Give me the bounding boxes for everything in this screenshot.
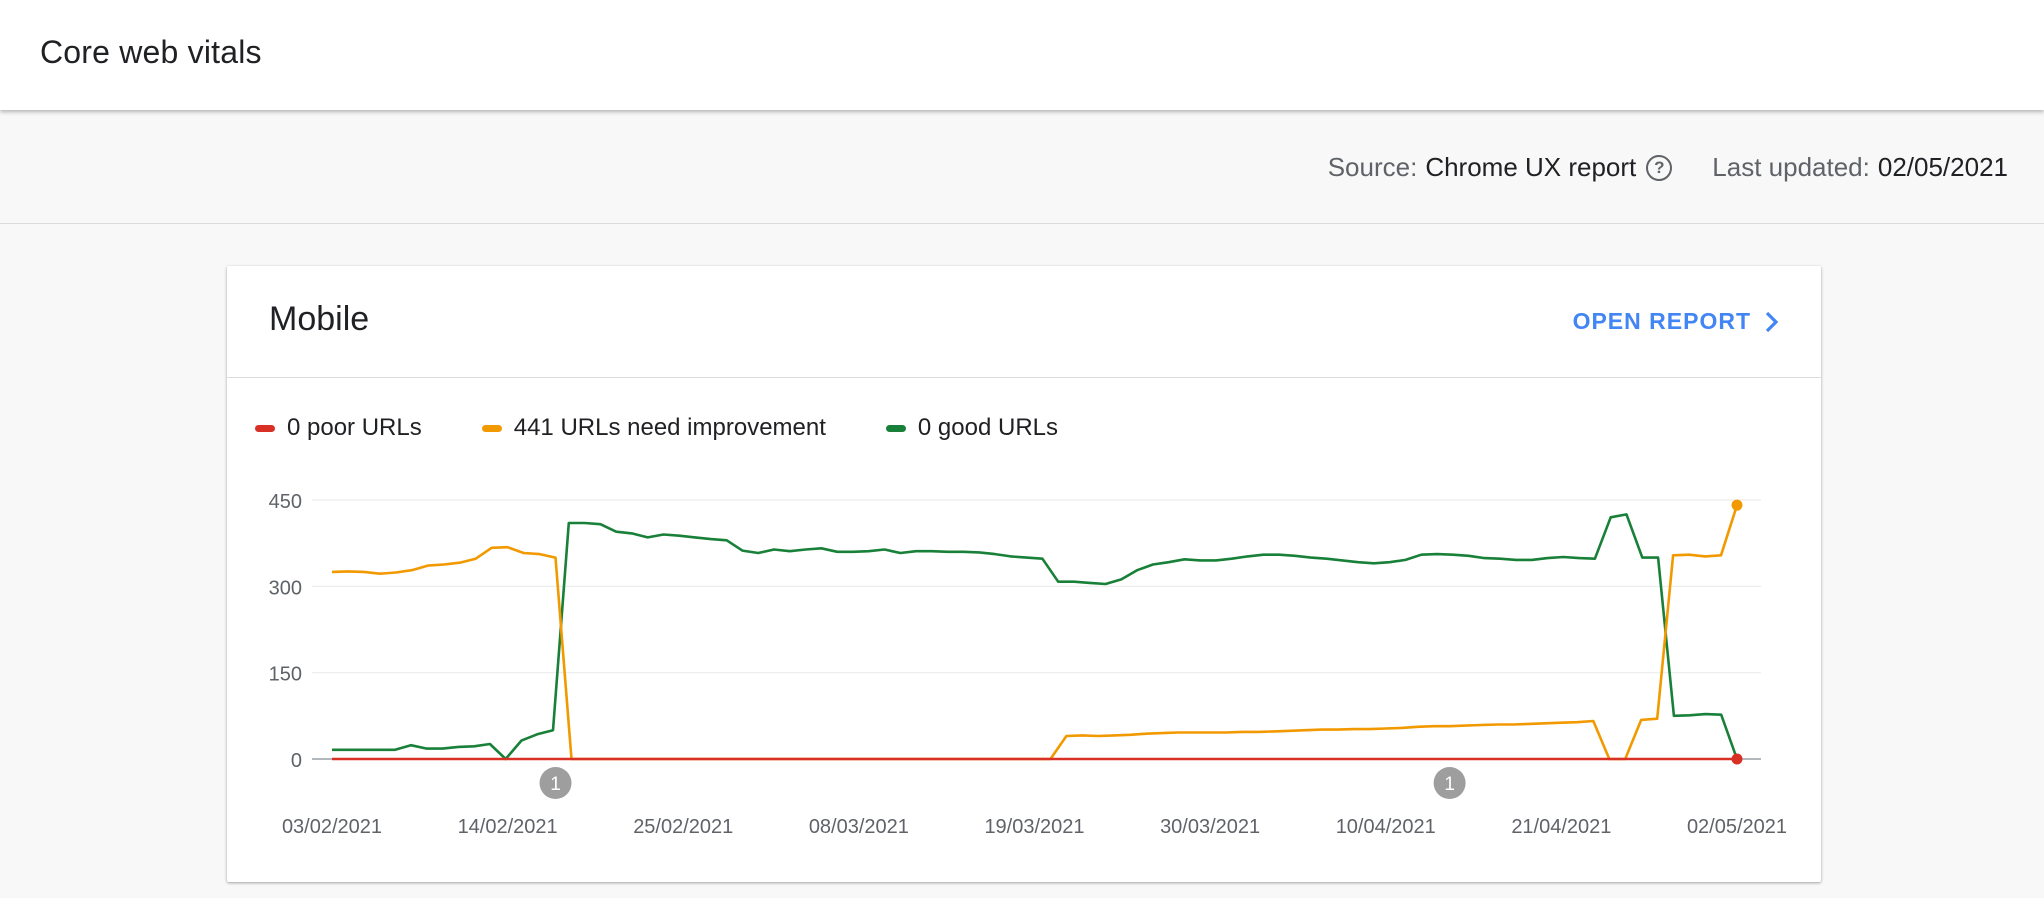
annotation-circle: [1433, 767, 1466, 799]
annotation-label: 1: [550, 774, 561, 795]
series-line-good: [332, 513, 1739, 761]
legend-swatch-poor: [255, 424, 275, 432]
x-tick-label: 08/03/2021: [809, 816, 909, 838]
legend-item-poor[interactable]: 0 poor URLs: [255, 414, 422, 442]
x-tick-label: 19/03/2021: [984, 816, 1084, 838]
x-tick-label: 30/03/2021: [1160, 816, 1260, 838]
source-label: Source:: [1327, 152, 1418, 182]
open-report-label: OPEN REPORT: [1572, 308, 1751, 334]
chevron-right-icon: [1765, 311, 1779, 332]
source-value: Chrome UX report: [1425, 152, 1637, 182]
open-report-button[interactable]: OPEN REPORT: [1573, 308, 1779, 335]
legend-swatch-needs-improvement: [481, 424, 502, 432]
page-title: Core web vitals: [40, 34, 262, 70]
y-tick-label: 300: [269, 577, 302, 599]
x-tick-label: 03/02/2021: [282, 816, 382, 838]
y-tick-label: 0: [291, 750, 302, 772]
chart-legend: 0 poor URLs 441 URLs need improvement 0 …: [255, 414, 1118, 442]
last-updated-value: 02/05/2021: [1877, 152, 2008, 182]
legend-item-needs-improvement[interactable]: 441 URLs need improvement: [481, 414, 826, 442]
card-title: Mobile: [269, 300, 370, 338]
help-circle-icon[interactable]: ?: [1646, 154, 1673, 181]
card-header: Mobile OPEN REPORT: [227, 266, 1821, 378]
legend-label-needs-improvement: 441 URLs need improvement: [513, 414, 826, 441]
legend-label-good: 0 good URLs: [917, 414, 1058, 441]
last-updated-label: Last updated:: [1712, 152, 1870, 182]
x-tick-label: 25/02/2021: [633, 816, 733, 838]
annotation-marker[interactable]: 1: [539, 767, 572, 799]
annotation-label: 1: [1444, 774, 1455, 795]
y-tick-label: 150: [269, 664, 302, 686]
legend-swatch-good: [885, 424, 906, 432]
line-chart: 0 150 300 450 03/02/2021 14/02/2021 25/02/2021…: [269, 491, 1787, 838]
y-tick-label: 450: [269, 491, 302, 513]
end-point-poor: [1731, 753, 1743, 765]
top-app-bar: Core web vitals: [0, 0, 2044, 110]
mobile-card: Mobile OPEN REPORT 0 poor URLs 441 URLs …: [227, 266, 1821, 882]
series-line-needs-improvement: [331, 504, 1739, 761]
annotation-circle: [539, 767, 572, 799]
legend-item-good[interactable]: 0 good URLs: [885, 414, 1058, 442]
annotation-marker[interactable]: 1: [1433, 767, 1466, 799]
legend-label-poor: 0 poor URLs: [287, 414, 422, 441]
source-info: Source: Chrome UX report ? Last updated:…: [1328, 152, 2008, 183]
x-tick-label: 21/04/2021: [1511, 816, 1611, 838]
x-tick-label: 14/02/2021: [458, 816, 558, 838]
source-bar: [0, 110, 2044, 224]
x-tick-label: 02/05/2021: [1687, 816, 1787, 838]
end-point-needs-improvement: [1731, 499, 1743, 511]
x-tick-label: 10/04/2021: [1336, 816, 1436, 838]
